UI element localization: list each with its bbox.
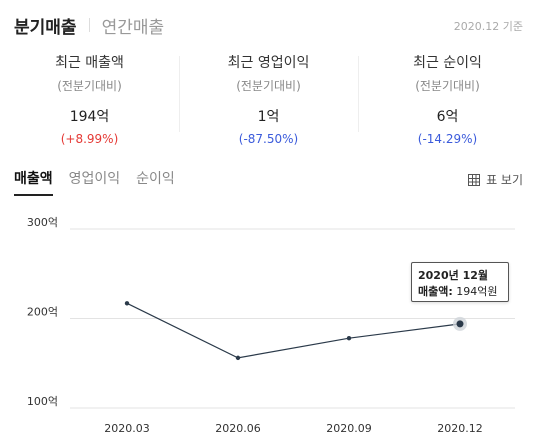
summary-title: 최근 순이익 (413, 55, 482, 71)
summary-sales: 최근 매출액 (전분기대비) 194억 (+8.99%) (0, 44, 179, 146)
summary-panel: 최근 매출액 (전분기대비) 194억 (+8.99%) 최근 영업이익 (전분… (0, 44, 537, 146)
summary-subtitle: (전분기대비) (57, 79, 122, 93)
y-tick-label: 200억 (27, 306, 58, 319)
summary-change: (+8.99%) (60, 132, 119, 146)
summary-subtitle: (전분기대비) (415, 79, 480, 93)
tab-annual-sales[interactable]: 연간매출 (101, 17, 165, 38)
data-point (124, 301, 130, 306)
tooltip-title: 2020년 12월 (418, 269, 488, 282)
table-view-label: 표 보기 (486, 173, 523, 187)
data-point (235, 355, 241, 361)
y-tick-label: 100억 (27, 395, 58, 408)
table-view-button[interactable]: 표 보기 (468, 171, 523, 188)
tooltip-label: 매출액: (418, 285, 453, 298)
tab-operating-profit[interactable]: 영업이익 (68, 171, 121, 187)
table-icon (468, 173, 481, 186)
highlight-point (456, 320, 464, 328)
top-tabs: 분기매출 연간매출 (14, 10, 164, 40)
x-tick-label: 2020.12 (437, 422, 483, 435)
as-of-date: 2020.12 기준 (453, 20, 523, 33)
summary-value: 6억 (436, 109, 459, 125)
chart-tooltip: 2020년 12월 매출액: 194억원 (411, 262, 509, 302)
x-tick-label: 2020.06 (215, 422, 261, 435)
tab-net-income[interactable]: 순이익 (136, 171, 175, 187)
tooltip-row: 매출액: 194억원 (418, 283, 502, 299)
x-tick-label: 2020.03 (104, 422, 150, 435)
summary-operating-profit: 최근 영업이익 (전분기대비) 1억 (-87.50%) (179, 44, 358, 146)
summary-net-income: 최근 순이익 (전분기대비) 6억 (-14.29%) (358, 44, 537, 146)
summary-change: (-14.29%) (417, 132, 478, 146)
summary-subtitle: (전분기대비) (236, 79, 301, 93)
series-line (126, 302, 461, 359)
data-point (346, 335, 352, 341)
summary-title: 최근 매출액 (55, 55, 124, 71)
tab-sales[interactable]: 매출액 (14, 168, 53, 196)
summary-value: 1억 (257, 109, 280, 125)
x-tick-label: 2020.09 (326, 422, 372, 435)
tab-divider (88, 18, 90, 32)
tooltip-value: 194억원 (456, 285, 498, 298)
summary-title: 최근 영업이익 (227, 55, 310, 71)
tab-quarterly-sales[interactable]: 분기매출 (14, 17, 77, 38)
summary-change: (-87.50%) (238, 132, 299, 146)
y-tick-label: 300억 (27, 216, 58, 229)
summary-value: 194억 (69, 109, 110, 125)
metric-tabs: 매출액 영업이익 순이익 (14, 168, 191, 196)
sales-line-chart: 100억 200억 300억 2020.03 2020.06 2020.09 2020.12 (27, 216, 515, 435)
